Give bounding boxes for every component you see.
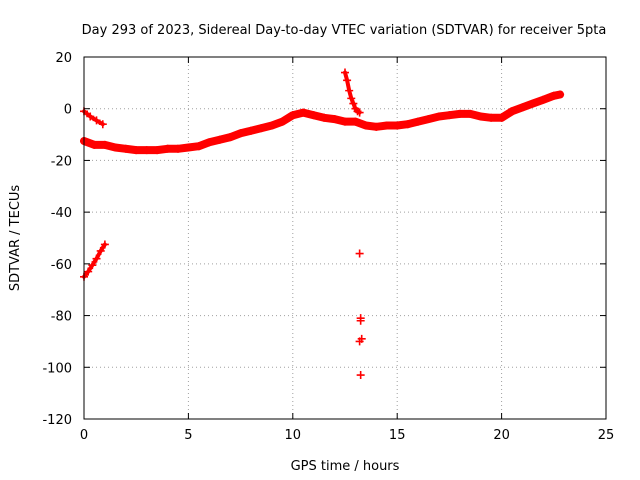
data-point	[355, 337, 364, 346]
data-point	[121, 144, 130, 153]
data-point	[278, 117, 287, 126]
data-point	[153, 146, 162, 155]
series-isolated-points	[355, 249, 366, 380]
data-point	[215, 135, 224, 144]
y-tick-label: -80	[51, 310, 72, 325]
data-point	[382, 121, 391, 130]
data-point	[320, 113, 329, 122]
data-point	[226, 133, 235, 142]
data-point	[345, 86, 354, 95]
data-point	[355, 108, 364, 117]
data-point	[163, 144, 172, 153]
data-point	[309, 111, 318, 120]
chart-title: Day 293 of 2023, Sidereal Day-to-day VTE…	[82, 23, 607, 38]
data-point	[90, 140, 99, 149]
data-point	[86, 112, 95, 121]
data-point	[84, 267, 93, 276]
data-point	[508, 107, 517, 116]
x-axis-label: GPS time / hours	[291, 459, 400, 474]
y-tick-label: -20	[51, 154, 72, 169]
data-point	[347, 94, 356, 103]
data-point	[528, 99, 537, 108]
data-point	[549, 91, 558, 100]
data-point	[236, 129, 245, 138]
data-point	[556, 90, 565, 99]
data-point	[434, 112, 443, 121]
data-point	[205, 138, 214, 147]
data-point	[403, 120, 412, 129]
data-point	[341, 117, 349, 126]
y-axis-label: SDTVAR / TECUs	[8, 185, 23, 292]
x-tick-label: 15	[389, 428, 406, 443]
data-point	[288, 111, 297, 120]
y-tick-label: -120	[42, 413, 72, 428]
data-point	[184, 143, 193, 152]
x-tick-label: 25	[598, 428, 615, 443]
data-point	[267, 121, 276, 130]
data-point	[539, 95, 548, 104]
data-point	[518, 103, 527, 112]
y-tick-label: -60	[51, 258, 72, 273]
series-trace	[82, 109, 105, 127]
data-point	[393, 121, 402, 130]
y-tick-label: -40	[51, 206, 72, 221]
data-point	[111, 143, 120, 152]
data-points	[80, 68, 565, 380]
data-point	[455, 109, 464, 118]
y-tick-label: -100	[42, 361, 72, 376]
x-tick-label: 20	[493, 428, 510, 443]
axis-ticks: 0 5 10 15 20 25 20 0 -20 -40 -60 -80 -100 -120	[42, 51, 614, 443]
data-point	[476, 112, 485, 121]
data-point	[349, 99, 358, 108]
data-point	[351, 117, 360, 126]
y-tick-label: 20	[55, 51, 72, 66]
plot-frame	[83, 56, 607, 420]
data-point	[497, 113, 506, 122]
x-tick-label: 10	[285, 428, 302, 443]
series-short-descending-segment	[80, 107, 107, 129]
data-point	[414, 117, 423, 126]
x-tick-label: 5	[184, 428, 192, 443]
data-point	[100, 240, 109, 249]
data-point	[98, 120, 107, 129]
data-point	[257, 124, 266, 133]
data-point	[372, 122, 381, 131]
data-point	[356, 316, 365, 325]
data-point	[330, 115, 339, 124]
data-point	[356, 371, 365, 380]
data-point	[92, 116, 101, 125]
data-point	[247, 126, 256, 135]
data-point	[100, 140, 109, 149]
x-tick-label: 0	[80, 428, 88, 443]
data-point	[92, 254, 101, 263]
data-point	[361, 121, 370, 130]
data-point	[341, 68, 349, 77]
data-point	[487, 113, 496, 122]
data-point	[466, 109, 475, 118]
data-point	[445, 111, 454, 120]
data-point	[343, 76, 352, 85]
data-point	[194, 142, 203, 151]
data-point	[96, 246, 105, 255]
data-point	[142, 146, 151, 155]
series-spike-segment	[341, 68, 364, 117]
data-point	[299, 108, 308, 117]
y-tick-label: 0	[64, 103, 72, 118]
data-point	[88, 261, 97, 270]
series-main-band	[80, 90, 565, 155]
data-point	[424, 115, 433, 124]
data-point	[132, 146, 141, 155]
data-point	[173, 144, 182, 153]
data-point	[355, 249, 364, 258]
